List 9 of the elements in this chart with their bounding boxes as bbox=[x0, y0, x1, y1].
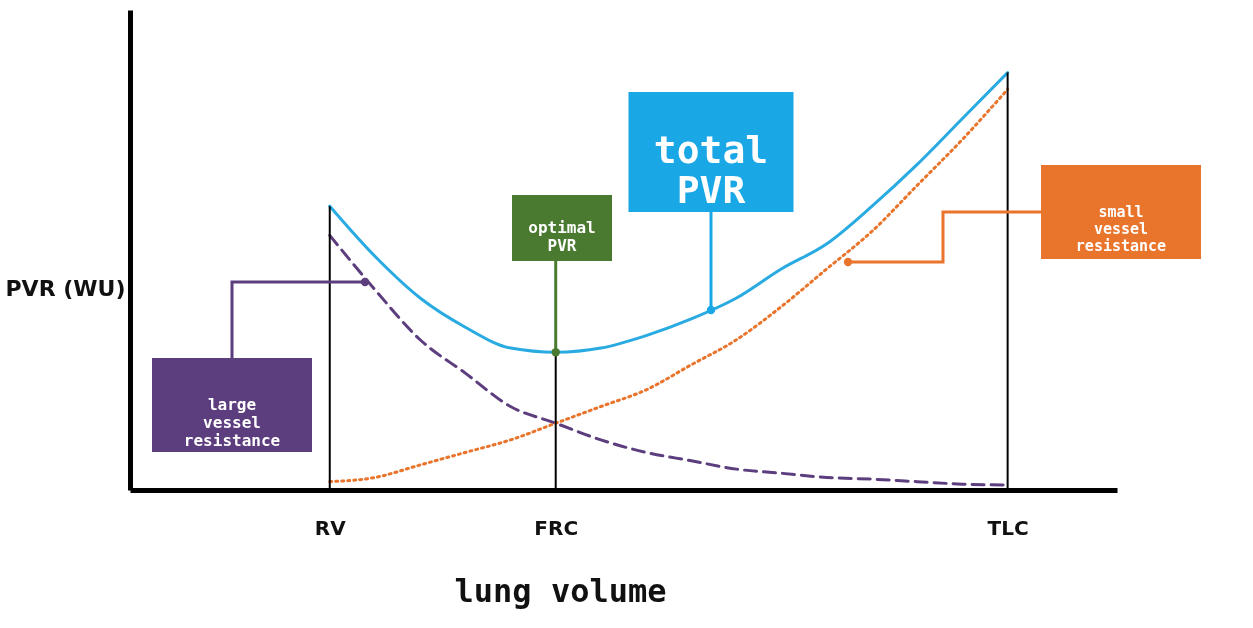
x-tick-label: FRC bbox=[534, 515, 579, 540]
y-axis-title: PVR (WU) bbox=[5, 275, 126, 301]
annotation: small vessel resistance bbox=[1075, 203, 1167, 255]
annotation: optimal PVR bbox=[528, 218, 596, 255]
x-tick-label: RV bbox=[314, 515, 347, 540]
x-tick-label: TLC bbox=[987, 515, 1029, 540]
annotation: total PVR bbox=[653, 128, 769, 212]
x-axis-title: lung volume bbox=[454, 571, 667, 610]
annotation: large vessel resistance bbox=[183, 395, 281, 450]
